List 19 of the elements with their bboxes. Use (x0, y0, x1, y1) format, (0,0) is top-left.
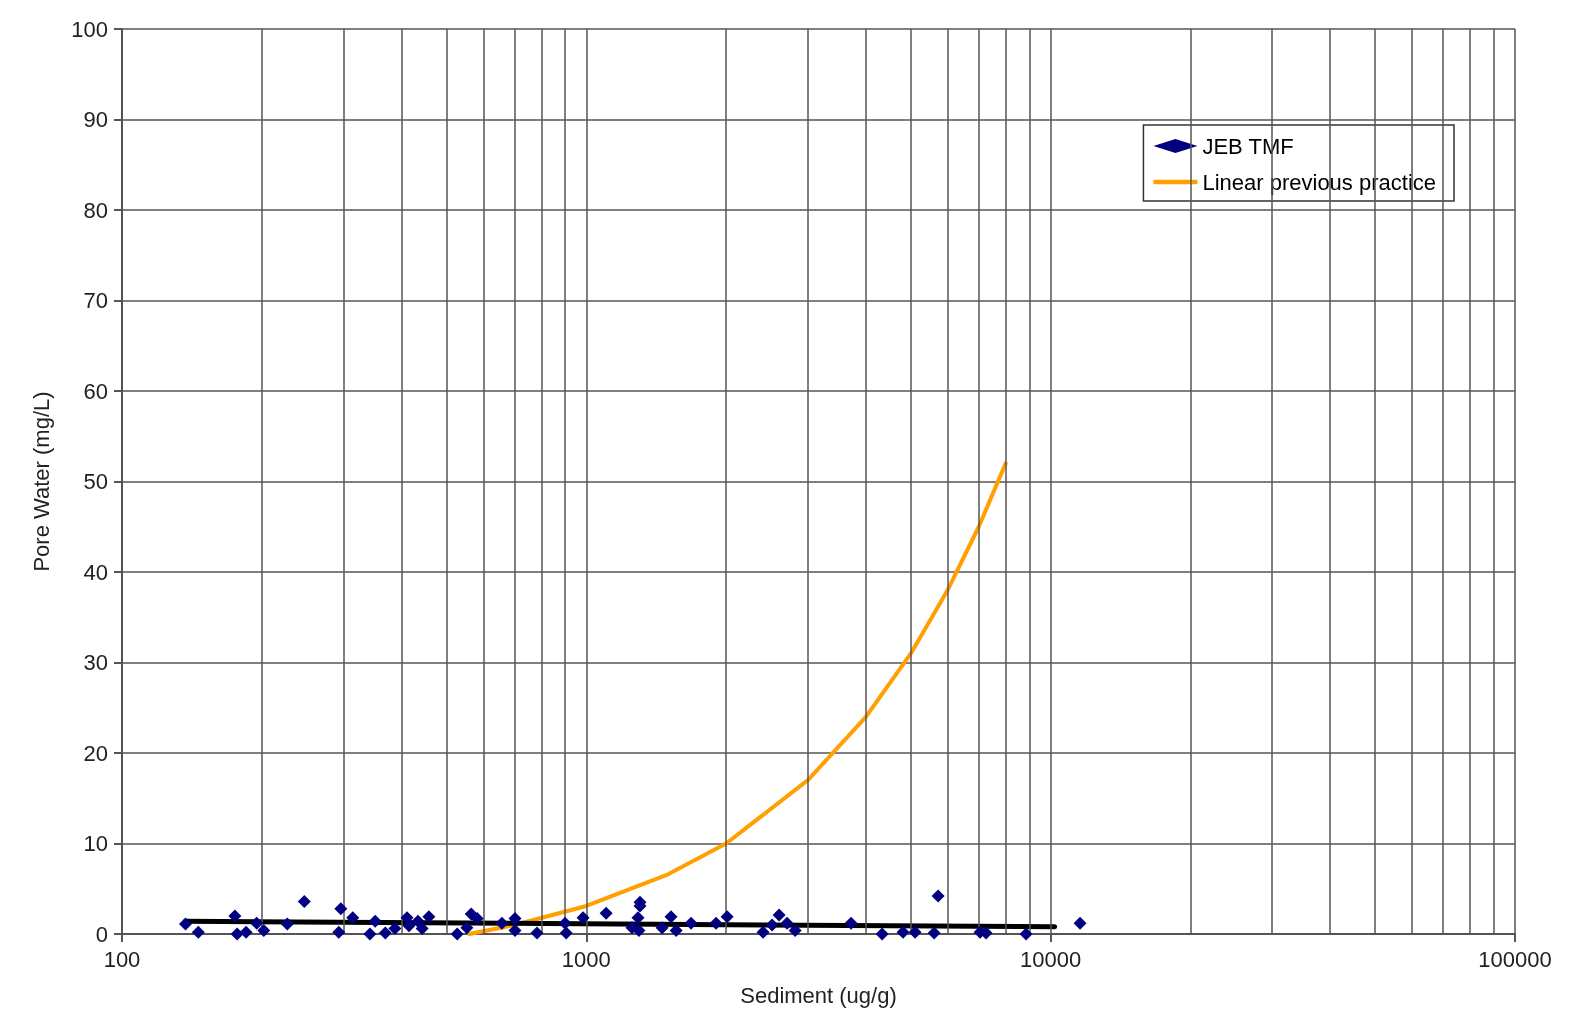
y-tick-label: 50 (83, 469, 108, 494)
y-tick-label: 80 (83, 197, 108, 223)
x-tick-label: 100000 (1478, 946, 1552, 972)
y-tick-label: 0 (95, 921, 108, 947)
y-tick-label: 10 (83, 831, 108, 856)
x-tick-label: 100 (103, 946, 141, 972)
y-axis-title: Pore Water (mg/L) (28, 391, 54, 572)
x-axis-title: Sediment (ug/g) (740, 982, 897, 1008)
y-tick-label: 90 (83, 107, 108, 132)
legend-label: JEB TMF (1202, 133, 1294, 159)
x-tick-label: 1000 (561, 946, 611, 972)
legend-label: Linear previous practice (1202, 169, 1437, 195)
y-tick-label: 60 (83, 378, 108, 404)
y-tick-label: 20 (83, 740, 108, 766)
y-tick-label: 30 (83, 650, 108, 675)
y-tick-label: 40 (83, 559, 108, 585)
y-tick-label: 70 (83, 288, 108, 313)
x-tick-label: 10000 (1020, 946, 1082, 972)
y-tick-label: 100 (71, 16, 108, 42)
